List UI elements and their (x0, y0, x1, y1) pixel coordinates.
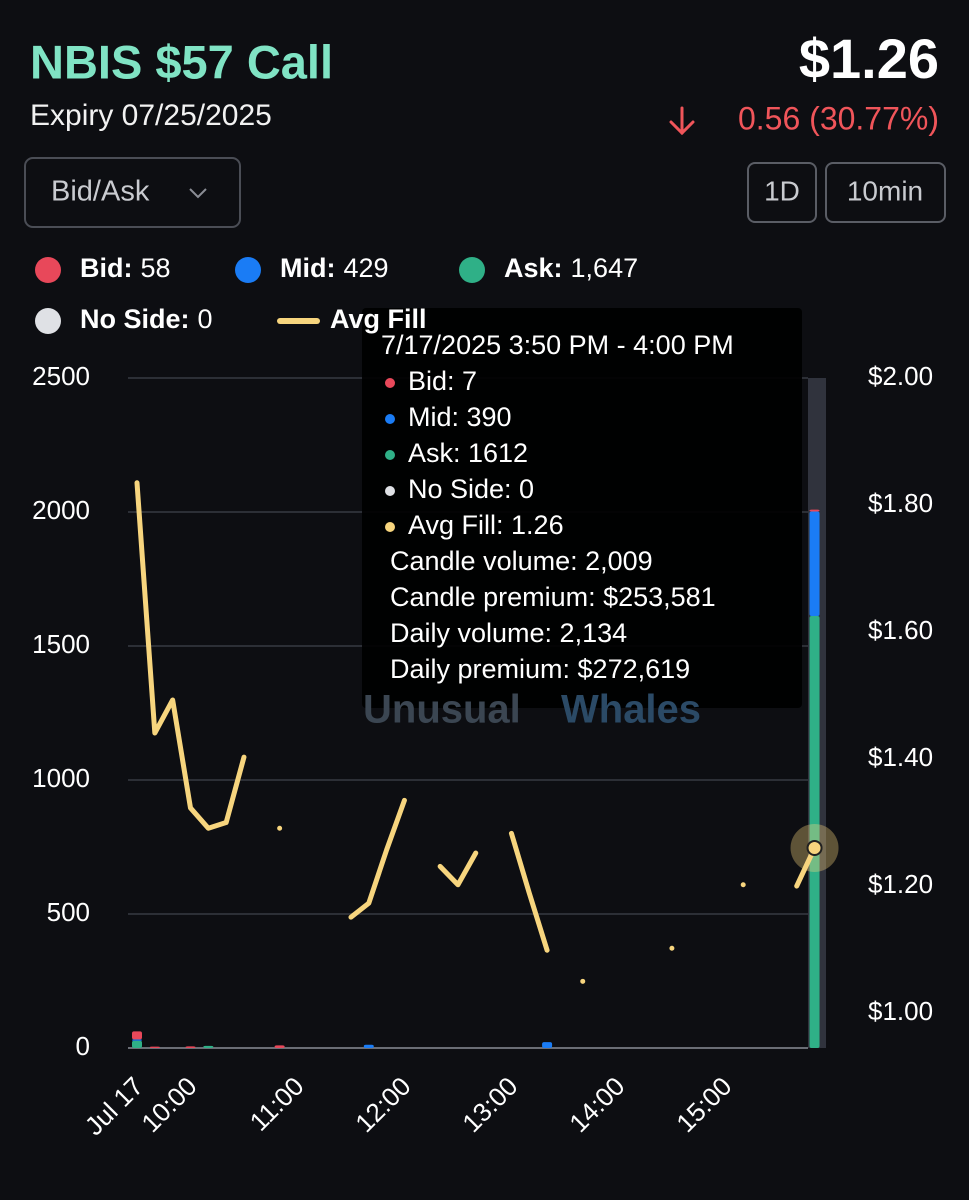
tooltip-row: No Side: 0 (408, 474, 534, 504)
volume-bar (132, 1031, 142, 1040)
watermark-text: Unusual (363, 688, 521, 732)
avg-fill-line (134, 480, 818, 984)
tooltip-dot (385, 486, 395, 496)
watermark-text: Whales (561, 688, 701, 732)
volume-bar (132, 1040, 142, 1048)
volume-bar (185, 1046, 196, 1048)
volume-bar (542, 1042, 553, 1048)
tooltip-dot (385, 450, 395, 460)
volume-bar (203, 1045, 214, 1048)
tooltip-dot (385, 378, 395, 388)
tooltip-time: 7/17/2025 3:50 PM - 4:00 PM (381, 330, 734, 360)
legend-total: 58 (140, 253, 170, 283)
legend-label: Ask: 1,647 (504, 253, 638, 283)
legend-name: Mid: (280, 253, 335, 283)
expiry: Expiry 07/25/2025 (30, 99, 272, 132)
legend-label: Mid: 429 (280, 253, 389, 283)
interval-label[interactable]: 10min (847, 175, 923, 206)
y2-tick-label: $1.80 (868, 488, 933, 518)
price-change: 0.56 (30.77%) (738, 100, 939, 136)
contract-title: NBIS $57 Call (30, 35, 333, 88)
y2-tick-label: $2.00 (868, 361, 933, 391)
legend-total: 1,647 (571, 253, 639, 283)
tooltip-box (362, 308, 802, 708)
legend-name: Ask: (504, 253, 563, 283)
dropdown-chevron[interactable] (189, 188, 207, 199)
tooltip-detail: Candle premium: $253,581 (390, 582, 716, 612)
y-tick-label: 500 (47, 897, 90, 927)
legend-swatch (35, 308, 61, 334)
y2-tick-label: $1.20 (868, 869, 933, 899)
down-arrow (669, 106, 695, 136)
tooltip-row: Bid: 7 (408, 366, 477, 396)
y-tick-label: 1000 (32, 763, 90, 793)
volume-bar (809, 615, 820, 1048)
legend-swatch (35, 257, 61, 283)
legend-label: No Side: 0 (80, 304, 213, 334)
tooltip-detail: Candle volume: 2,009 (390, 546, 653, 576)
range-label[interactable]: 1D (764, 175, 800, 206)
tooltip: 7/17/2025 3:50 PM - 4:00 PM Bid: 7 Mid: 3… (362, 308, 802, 708)
legend-swatch (459, 257, 485, 283)
y-tick-label: 2000 (32, 495, 90, 525)
legend-total: 429 (343, 253, 388, 283)
tooltip-detail: Daily volume: 2,134 (390, 618, 627, 648)
legend-name: Bid: (80, 253, 132, 283)
volume-bar (809, 509, 820, 512)
y2-tick-label: $1.60 (868, 615, 933, 645)
y-tick-label: 1500 (32, 629, 90, 659)
price: $1.26 (799, 27, 939, 90)
volume-bar (274, 1045, 285, 1048)
dropdown-button[interactable] (24, 157, 241, 228)
tooltip-dot (385, 414, 395, 424)
y-tick-label: 0 (76, 1031, 90, 1061)
y2-tick-label: $1.00 (868, 996, 933, 1026)
legend-swatch (235, 257, 261, 283)
volume-bar (363, 1044, 374, 1048)
y-tick-label: 2500 (32, 361, 90, 391)
volume-bar (149, 1046, 160, 1048)
tooltip-row: Avg Fill: 1.26 (408, 510, 564, 540)
dropdown-label[interactable]: Bid/Ask (51, 176, 150, 208)
legend-label: Bid: 58 (80, 253, 171, 283)
tooltip-row: Mid: 390 (408, 402, 512, 432)
tooltip-dot (385, 522, 395, 532)
legend-total: 0 (198, 304, 213, 334)
watermark: Unusual Whales (363, 688, 701, 732)
y2-tick-label: $1.40 (868, 742, 933, 772)
tooltip-detail: Daily premium: $272,619 (390, 654, 690, 684)
range-button[interactable] (747, 162, 817, 223)
hover-point (806, 839, 823, 856)
interval-button[interactable] (825, 162, 946, 223)
volume-bar (809, 511, 820, 616)
legend-name: Avg Fill (330, 304, 427, 334)
tooltip-row: Ask: 1612 (408, 438, 528, 468)
legend-name: No Side: (80, 304, 190, 334)
volume-bar (132, 1039, 142, 1041)
legend-label: Avg Fill (330, 304, 427, 334)
